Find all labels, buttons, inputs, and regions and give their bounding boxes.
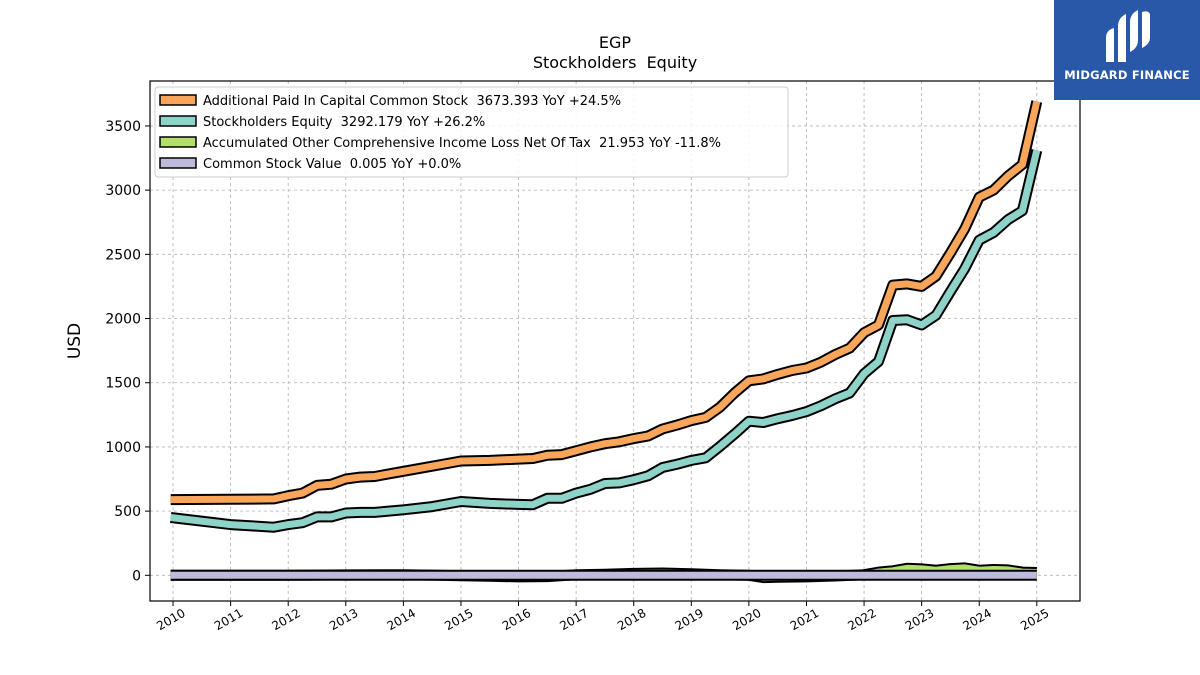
x-tick-label: 2021: [788, 606, 821, 633]
legend-swatch: [159, 94, 197, 106]
legend-label: Accumulated Other Comprehensive Income L…: [203, 136, 721, 151]
x-tick-label: 2022: [845, 606, 878, 633]
y-tick-label: 2000: [105, 312, 141, 328]
legend-swatch: [159, 157, 197, 169]
series-1: [170, 149, 1043, 533]
x-tick-label: 2014: [385, 606, 418, 633]
plot-frame: [149, 80, 1081, 602]
x-tick-label: 2011: [212, 606, 245, 633]
x-tick-label: 2019: [673, 606, 706, 633]
x-tick-label: 2023: [903, 606, 936, 633]
y-tick-label: 2500: [105, 247, 141, 263]
legend-label: Stockholders Equity 3292.179 YoY +26.2%: [203, 115, 485, 130]
x-tick-label: 2024: [960, 606, 993, 633]
legend-frame: [154, 86, 789, 178]
chart-title: EGP: [599, 33, 632, 52]
x-tick-label: 2015: [442, 606, 475, 633]
series-line-outline: [170, 149, 1043, 533]
legend-swatch: [159, 136, 197, 148]
logo-text: MIDGARD FINANCE: [1064, 68, 1190, 82]
midgard-logo-icon: [1106, 10, 1150, 62]
series-line: [170, 149, 1041, 531]
chart-subtitle: Stockholders Equity: [533, 53, 697, 72]
x-tick-label: 2017: [557, 606, 590, 633]
series-line: [170, 100, 1041, 504]
x-tick-label: 2025: [1018, 606, 1051, 633]
legend-label: Common Stock Value 0.005 YoY +0.0%: [203, 157, 461, 172]
midgard-finance-logo: MIDGARD FINANCE: [1054, 0, 1200, 100]
y-tick-label: 3000: [105, 183, 141, 199]
x-tick-label: 2013: [327, 606, 360, 633]
y-tick-label: 0: [132, 568, 141, 584]
y-tick-label: 1500: [105, 376, 141, 392]
x-tick-label: 2018: [615, 606, 648, 633]
legend: Additional Paid In Capital Common Stock …: [154, 86, 789, 178]
x-tick-label: 2012: [269, 606, 302, 633]
y-axis-label: USD: [65, 323, 85, 359]
x-axis: 2010 2011 2012 2013 2014 2015 2016 2017 2018 2019…: [154, 601, 1052, 633]
x-tick-label: 2016: [500, 606, 533, 633]
y-tick-label: 3500: [105, 119, 141, 135]
y-axis: 0 500 1000 1500 2000 2500 3000 3500: [105, 119, 150, 584]
x-tick-label: 2020: [730, 606, 763, 633]
series-0: [170, 100, 1043, 506]
y-tick-label: 500: [114, 504, 141, 520]
legend-label: Additional Paid In Capital Common Stock …: [203, 94, 621, 109]
x-tick-label: 2010: [154, 606, 187, 633]
y-tick-label: 1000: [105, 440, 141, 456]
legend-swatch: [159, 115, 197, 127]
series-layer: [170, 100, 1043, 584]
